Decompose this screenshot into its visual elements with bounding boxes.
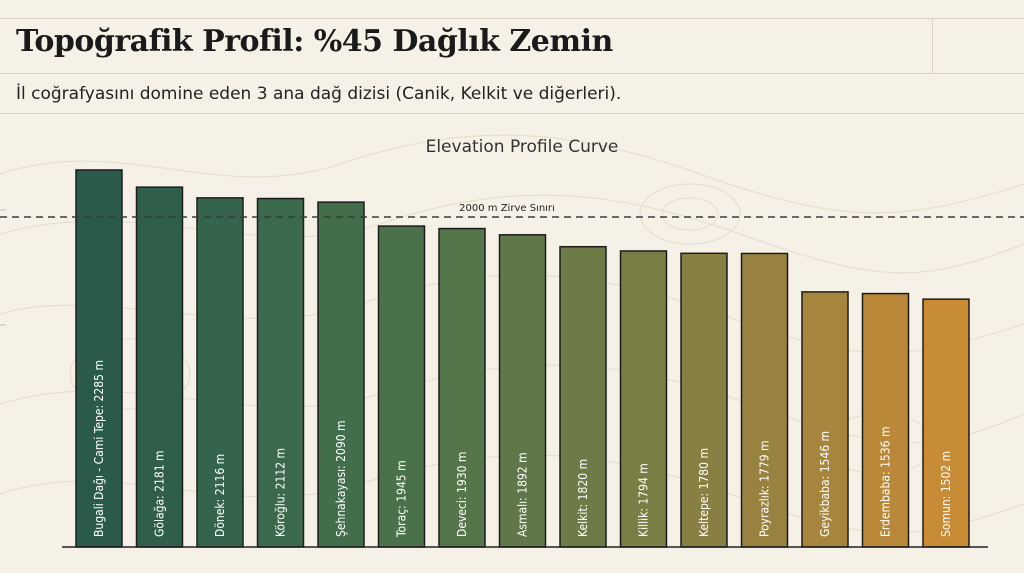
bar-13 <box>801 291 849 548</box>
bar-4 <box>256 197 305 548</box>
bar-9 <box>559 245 607 548</box>
bar-label-15: Somun: 1502 m <box>939 451 953 537</box>
bar-label-4: Köroğlu: 2112 m <box>274 448 288 537</box>
bar-14 <box>861 292 910 548</box>
bar-label-9: Kelkit: 1820 m <box>576 459 590 537</box>
frame-line-subtitle-divider <box>0 113 1024 114</box>
bar-label-10: Killik: 1794 m <box>637 463 651 537</box>
bar-5 <box>317 201 365 548</box>
frame-line-header-right <box>932 18 933 74</box>
bar-label-5: Şehnakayası: 2090 m <box>334 420 348 537</box>
bar-label-7: Deveci: 1930 m <box>455 452 469 537</box>
bar-10 <box>619 250 668 548</box>
chart-title: Elevation Profile Curve <box>426 137 619 157</box>
page-title: Topoğrafik Profil: %45 Dağlık Zemin <box>16 24 613 59</box>
bar-label-14: Erdembaba: 1536 m <box>879 427 893 537</box>
bar-label-3: Dönek: 2116 m <box>213 454 227 537</box>
page-subtitle: İl coğrafyasını domine eden 3 ana dağ di… <box>16 84 622 104</box>
bar-2 <box>135 186 184 548</box>
frame-line-top <box>0 18 1024 19</box>
bar-label-6: Toraç: 1945 m <box>395 460 409 538</box>
bars-group: Bugali Dağı - Cami Tepe: 2285 m Gölağa: 2… <box>75 169 970 548</box>
bar-label-8: Asmalı: 1892 m <box>516 452 530 537</box>
bar-label-1: Bugali Dağı - Cami Tepe: 2285 m <box>92 360 106 537</box>
bar-label-2: Gölağa: 2181 m <box>153 450 167 537</box>
bar-8 <box>498 234 547 548</box>
bar-12 <box>740 252 789 548</box>
bar-label-11: Keltepe: 1780 m <box>697 448 711 537</box>
bar-15 <box>922 298 970 548</box>
reference-line-label: 2000 m Zirve Sınırı <box>459 203 555 214</box>
bar-6 <box>377 225 426 548</box>
bar-7 <box>438 227 486 548</box>
elevation-chart: Elevation Profile Curve Bugali Dağı - Ca… <box>0 134 1024 548</box>
bar-3 <box>196 197 244 548</box>
bar-label-12: Poyrazlık: 1779 m <box>758 440 772 537</box>
bar-label-13: Geyikbaba: 1546 m <box>818 431 832 537</box>
frame-line-header-divider <box>0 73 1024 74</box>
bar-1 <box>75 169 123 548</box>
